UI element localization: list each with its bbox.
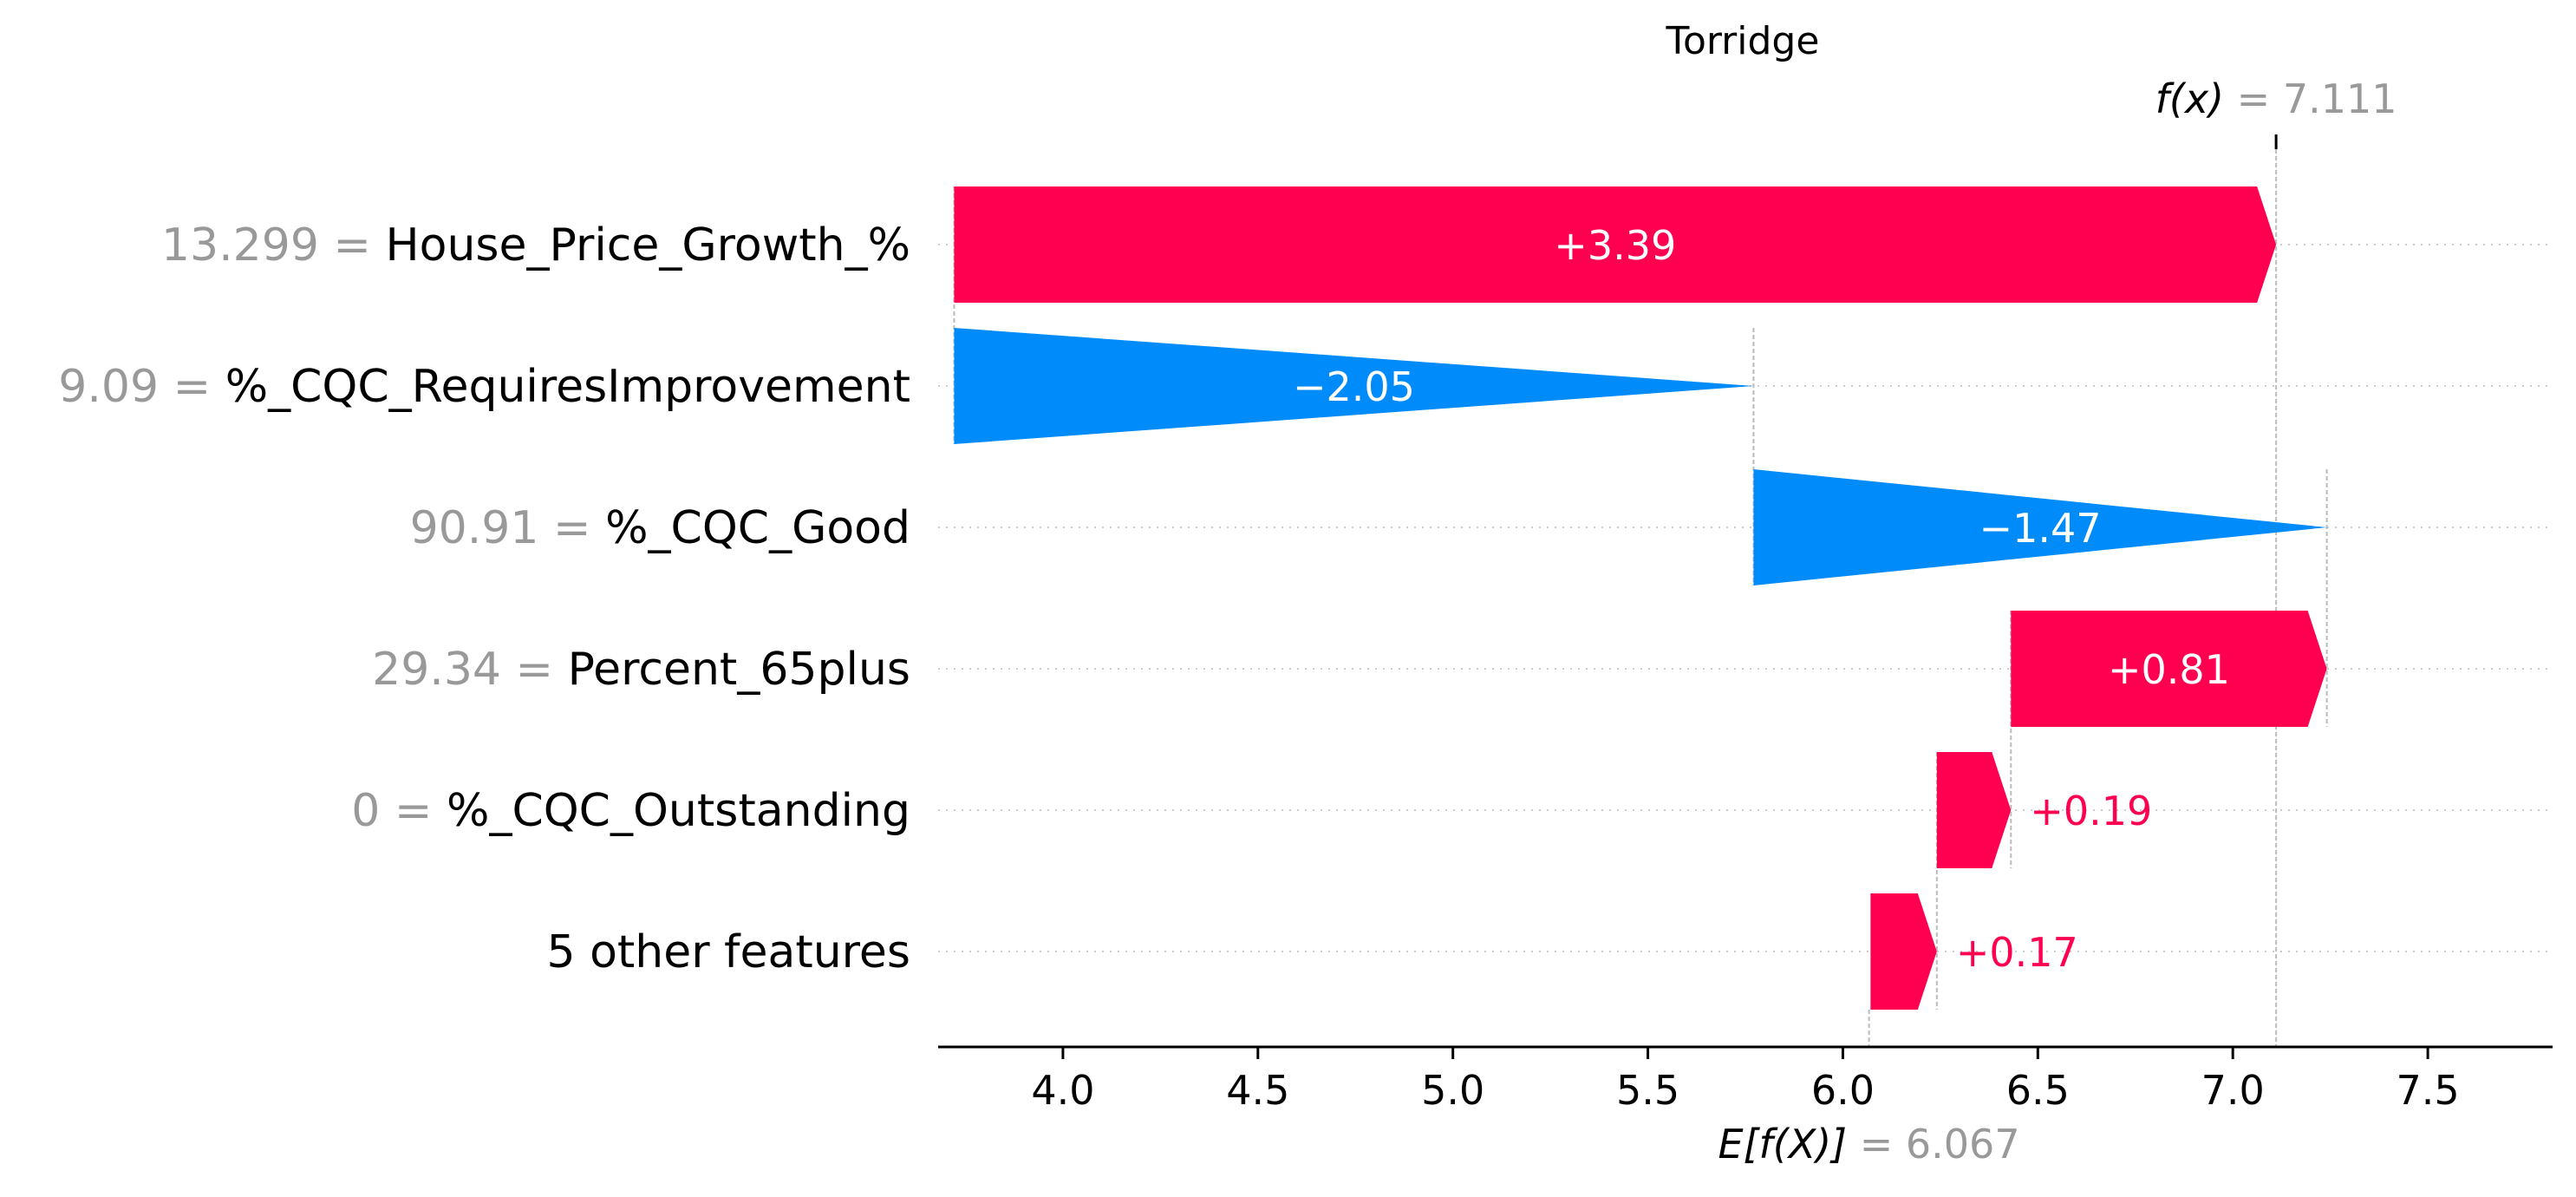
base-value-label: E[f(X)] = 6.067 xyxy=(1718,1121,2020,1168)
feature-name: %_CQC_Outstanding xyxy=(447,785,910,837)
bar-value-label: −1.47 xyxy=(1979,505,2102,552)
feature-label: 0 = %_CQC_Outstanding xyxy=(351,785,910,837)
feature-value: 29.34 xyxy=(372,644,501,696)
feature-label: 90.91 = %_CQC_Good xyxy=(410,502,910,554)
bar-value-label: +3.39 xyxy=(1554,222,1676,269)
bar-3 xyxy=(2011,611,2327,727)
x-tick-label: 4.0 xyxy=(1031,1067,1094,1114)
chart-title: Torridge xyxy=(1666,19,1820,63)
x-tick-label: 7.0 xyxy=(2201,1067,2265,1114)
feature-label: 9.09 = %_CQC_RequiresImprovement xyxy=(58,361,910,413)
feature-value: 90.91 xyxy=(410,502,539,554)
bar-4 xyxy=(1936,752,2012,868)
feature-value: 0 xyxy=(351,785,380,837)
bar-value-label: +0.81 xyxy=(2108,646,2230,693)
feature-value: 9.09 xyxy=(58,361,159,413)
x-tick-label: 5.5 xyxy=(1616,1067,1679,1114)
x-tick-label: 7.5 xyxy=(2396,1067,2459,1114)
feature-name: 5 other features xyxy=(546,926,910,978)
x-tick-label: 6.0 xyxy=(1811,1067,1875,1114)
fx-label-value: = 7.111 xyxy=(2224,75,2397,122)
feature-label: 29.34 = Percent_65plus xyxy=(372,644,910,696)
feature-label: 5 other features xyxy=(546,926,910,978)
feature-name: Percent_65plus xyxy=(568,644,910,696)
feature-name: House_Price_Growth_% xyxy=(386,219,910,271)
fx-label: f(x) = 7.111 xyxy=(2155,75,2397,122)
x-tick-label: 5.0 xyxy=(1421,1067,1484,1114)
base-label-prefix: E[f(X)] xyxy=(1718,1121,1848,1168)
bar-0 xyxy=(954,186,2277,303)
bar-5 xyxy=(1870,893,1937,1010)
bar-value-label: +0.17 xyxy=(1956,929,2078,976)
feature-name: %_CQC_Good xyxy=(605,502,910,554)
bar-value-label: +0.19 xyxy=(2030,788,2152,834)
feature-label: 13.299 = House_Price_Growth_% xyxy=(161,219,910,271)
fx-label-prefix: f(x) xyxy=(2155,75,2224,122)
bar-1 xyxy=(954,328,1754,444)
feature-name: %_CQC_RequiresImprovement xyxy=(225,361,910,413)
x-tick-label: 6.5 xyxy=(2006,1067,2070,1114)
bar-2 xyxy=(1753,469,2327,585)
feature-value: 13.299 xyxy=(161,219,319,271)
bar-value-label: −2.05 xyxy=(1293,363,1415,410)
base-label-value: = 6.067 xyxy=(1847,1121,2019,1168)
x-tick-label: 4.5 xyxy=(1226,1067,1289,1114)
